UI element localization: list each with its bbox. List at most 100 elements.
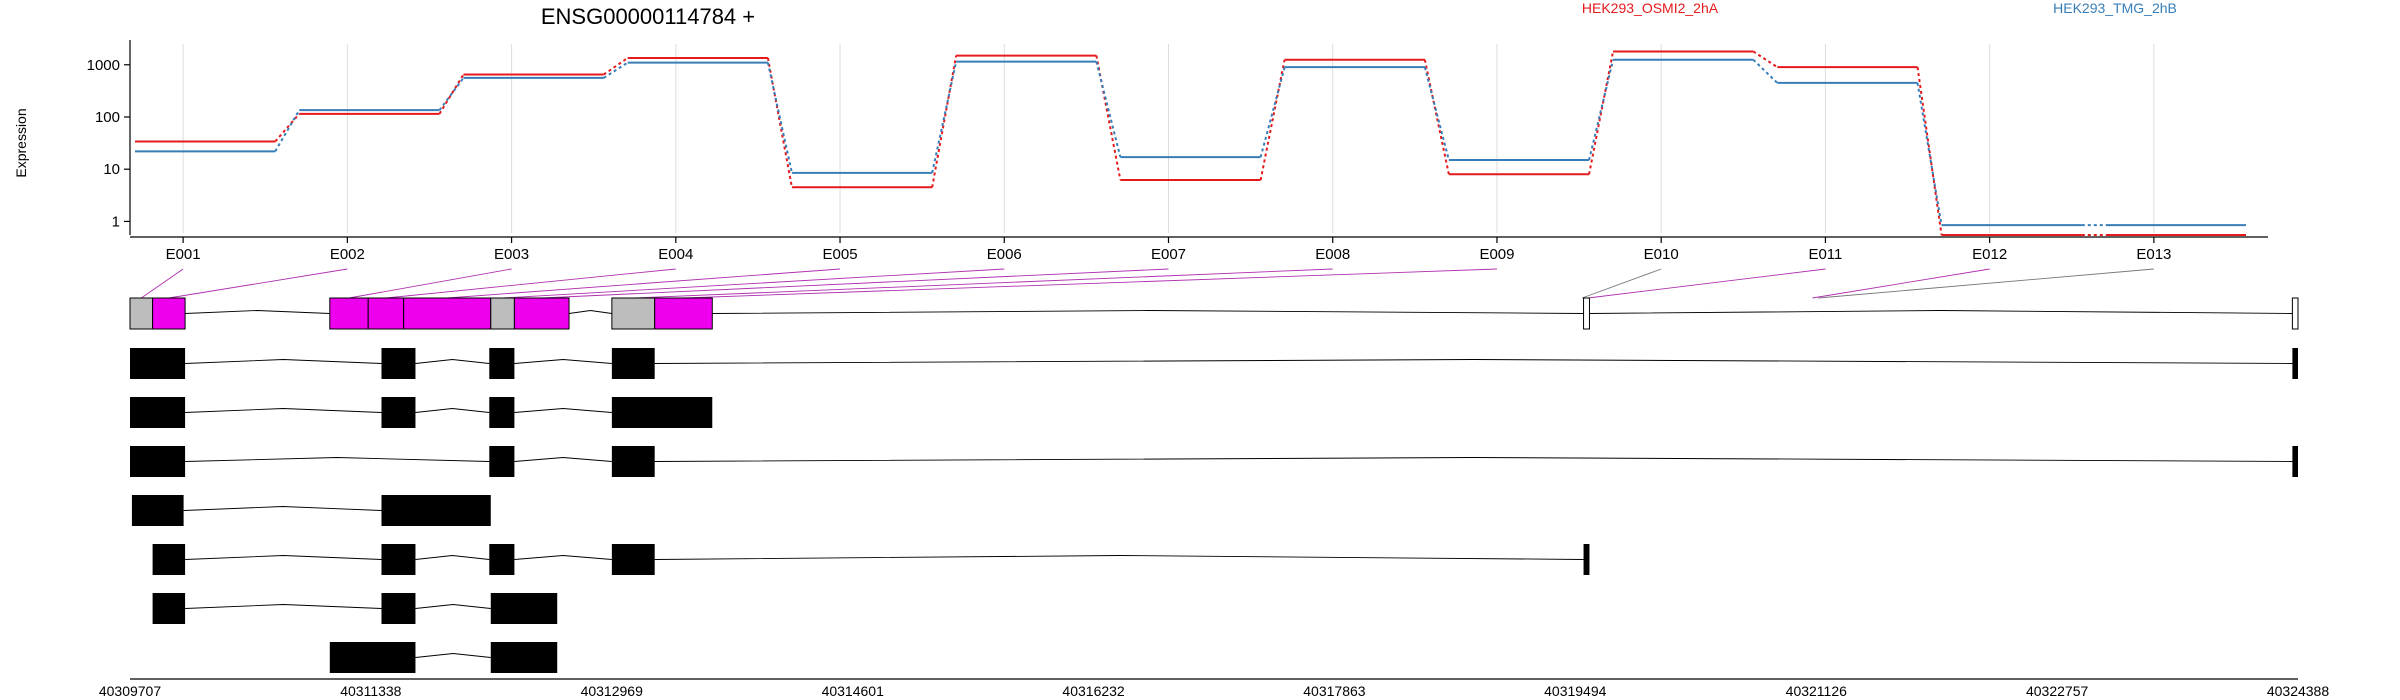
genomic-tick-label: 40312969 <box>581 683 644 699</box>
series-1-connector <box>1423 59 1450 175</box>
grid-lines <box>182 44 2155 233</box>
transcript-intron <box>514 408 612 413</box>
transcript-exon <box>2292 446 2298 477</box>
transcript-intron <box>654 457 2293 462</box>
series-2-connector <box>603 61 629 79</box>
x-tick-label: E008 <box>1315 246 1350 263</box>
transcript-intron <box>415 408 490 413</box>
exon-mapping-line <box>633 268 1333 299</box>
gene-exon <box>611 297 656 330</box>
transcript-exon <box>130 348 186 379</box>
x-tick-label: E007 <box>1151 246 1186 263</box>
transcript-intron <box>185 457 490 462</box>
series-1-connector <box>1752 50 1778 69</box>
legend-entry-series-1: HEK293_OSMI2_2hA <box>1582 0 1719 16</box>
transcript-exon <box>131 495 184 526</box>
genomic-tick-label: 40322757 <box>2026 683 2089 699</box>
transcript-exon <box>489 446 515 477</box>
genomic-tick-label: 40317863 <box>1303 683 1366 699</box>
exon-mapping-line <box>1581 268 1662 299</box>
genomic-tick-label: 40311338 <box>340 683 401 699</box>
series-2-connector <box>1916 82 1943 226</box>
transcript-exon <box>490 642 558 673</box>
transcript-exon <box>130 446 186 477</box>
transcript-intron <box>514 457 612 462</box>
transcript-exon <box>2292 348 2298 379</box>
gene-exon <box>490 297 515 330</box>
series-1-connector <box>1916 67 1943 236</box>
transcript-exon <box>611 397 713 428</box>
series-2-connector <box>931 61 958 174</box>
exon-mapping-line <box>447 268 841 299</box>
transcript-intron <box>415 555 490 560</box>
transcript-exon <box>130 397 186 428</box>
chart-title: ENSG00000114784 + <box>541 4 755 29</box>
x-tick-label: E001 <box>166 246 201 263</box>
transcript-exon <box>381 495 491 526</box>
transcript-intron <box>514 359 612 364</box>
transcript-intron <box>185 408 382 413</box>
transcript-intron <box>654 555 1584 560</box>
series-1-connector <box>603 57 629 76</box>
exon-mapping-line <box>385 268 676 299</box>
exon-mapping-line <box>1818 268 2154 299</box>
exon-mapping-line <box>1812 268 1990 299</box>
genomic-tick-label: 40321126 <box>1786 683 1847 699</box>
transcript-exon <box>611 544 655 575</box>
transcript-exon <box>611 348 655 379</box>
exon-mapping-line <box>168 268 348 299</box>
series-2-connector <box>438 77 465 111</box>
x-tick-label: E004 <box>658 246 693 263</box>
x-tick-label: E012 <box>1972 246 2007 263</box>
series-1-connector <box>274 113 300 143</box>
y-tick-label: 1 <box>112 213 120 230</box>
y-axis-label: Expression <box>13 108 29 177</box>
exon-mapping-lines <box>141 268 2154 299</box>
series-1-connector <box>931 55 958 188</box>
genomic-tick-label: 40316232 <box>1062 683 1125 699</box>
transcript-intron <box>415 604 491 609</box>
transcript-intron <box>415 359 490 364</box>
x-tick-label: E002 <box>330 246 365 263</box>
y-tick-label: 1000 <box>87 57 120 74</box>
series-2-connector <box>1423 66 1450 161</box>
gene-exon <box>329 297 369 330</box>
transcript-intron <box>185 555 382 560</box>
transcript-exon <box>152 593 186 624</box>
transcript-exon <box>489 348 515 379</box>
gene-exon <box>2291 297 2299 330</box>
series-2-connector <box>1752 58 1779 84</box>
series-2-connector <box>1588 59 1615 161</box>
series-2-connector <box>766 62 793 174</box>
gene-model <box>129 297 2299 330</box>
intron-line <box>185 310 330 314</box>
transcript-exon <box>329 642 416 673</box>
transcript-exon <box>381 544 416 575</box>
intron-line <box>712 310 1584 314</box>
x-tick-label: E013 <box>2136 246 2171 263</box>
gene-exon <box>1583 297 1590 330</box>
series-1-connector <box>438 74 465 115</box>
transcript-intron <box>514 555 612 560</box>
genomic-tick-label: 40314601 <box>822 683 885 699</box>
intron-line <box>568 310 612 314</box>
gene-exon <box>129 297 154 330</box>
gene-exon <box>654 297 713 330</box>
transcript-exon <box>611 446 655 477</box>
transcript-exon <box>489 544 515 575</box>
x-tick-label: E009 <box>1479 246 1514 263</box>
genomic-tick-label: 40309707 <box>99 683 162 699</box>
genomic-tick-label: 40324388 <box>2267 683 2330 699</box>
gene-exon <box>367 297 405 330</box>
x-tick-label: E003 <box>494 246 529 263</box>
series-1-connector <box>1259 59 1286 181</box>
y-tick-label: 10 <box>103 161 120 178</box>
transcript-exon <box>381 348 416 379</box>
x-tick-label: E005 <box>823 246 858 263</box>
exon-mapping-line <box>683 268 1497 299</box>
x-tick-label: E010 <box>1644 246 1679 263</box>
y-tick-label: 100 <box>95 109 120 126</box>
transcript-exon <box>489 397 515 428</box>
exon-mapping-line <box>541 268 1169 299</box>
transcript-exon <box>381 593 416 624</box>
